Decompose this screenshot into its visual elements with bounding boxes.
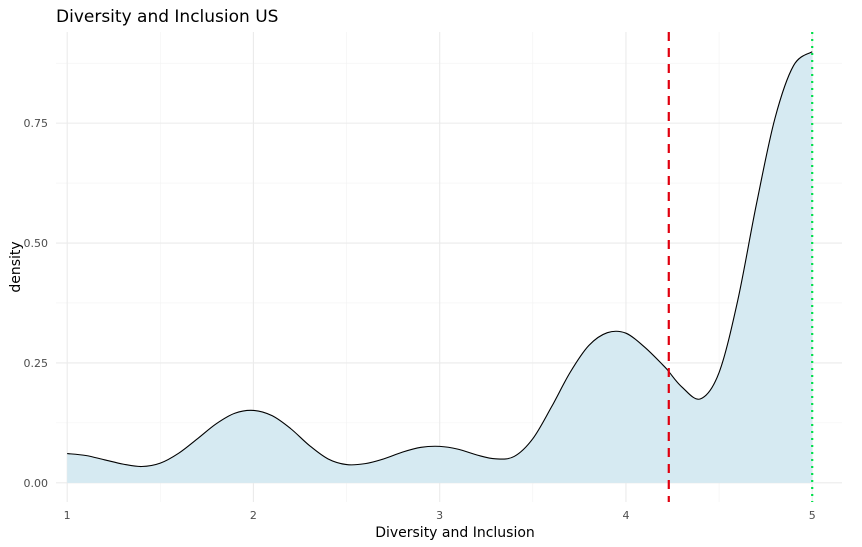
x-tick-label: 4 xyxy=(622,509,629,522)
x-tick-label: 1 xyxy=(64,509,71,522)
density-fill xyxy=(67,51,813,483)
tick-labels: 1 2 3 4 5 0.00 0.25 0.50 0.75 xyxy=(24,117,816,522)
x-tick-label: 2 xyxy=(250,509,257,522)
y-tick-label: 0.50 xyxy=(24,237,49,250)
y-axis-title: density xyxy=(8,241,24,292)
x-tick-label: 3 xyxy=(436,509,443,522)
density-line xyxy=(67,51,813,468)
density-area xyxy=(67,51,813,483)
reference-lines xyxy=(667,32,814,502)
chart-title: Diversity and Inclusion US xyxy=(56,7,278,27)
y-tick-label: 0.75 xyxy=(24,117,49,130)
x-axis-title: Diversity and Inclusion xyxy=(375,525,535,541)
y-tick-label: 0.25 xyxy=(24,357,49,370)
x-tick-label: 5 xyxy=(809,509,816,522)
y-tick-label: 0.00 xyxy=(24,477,49,490)
